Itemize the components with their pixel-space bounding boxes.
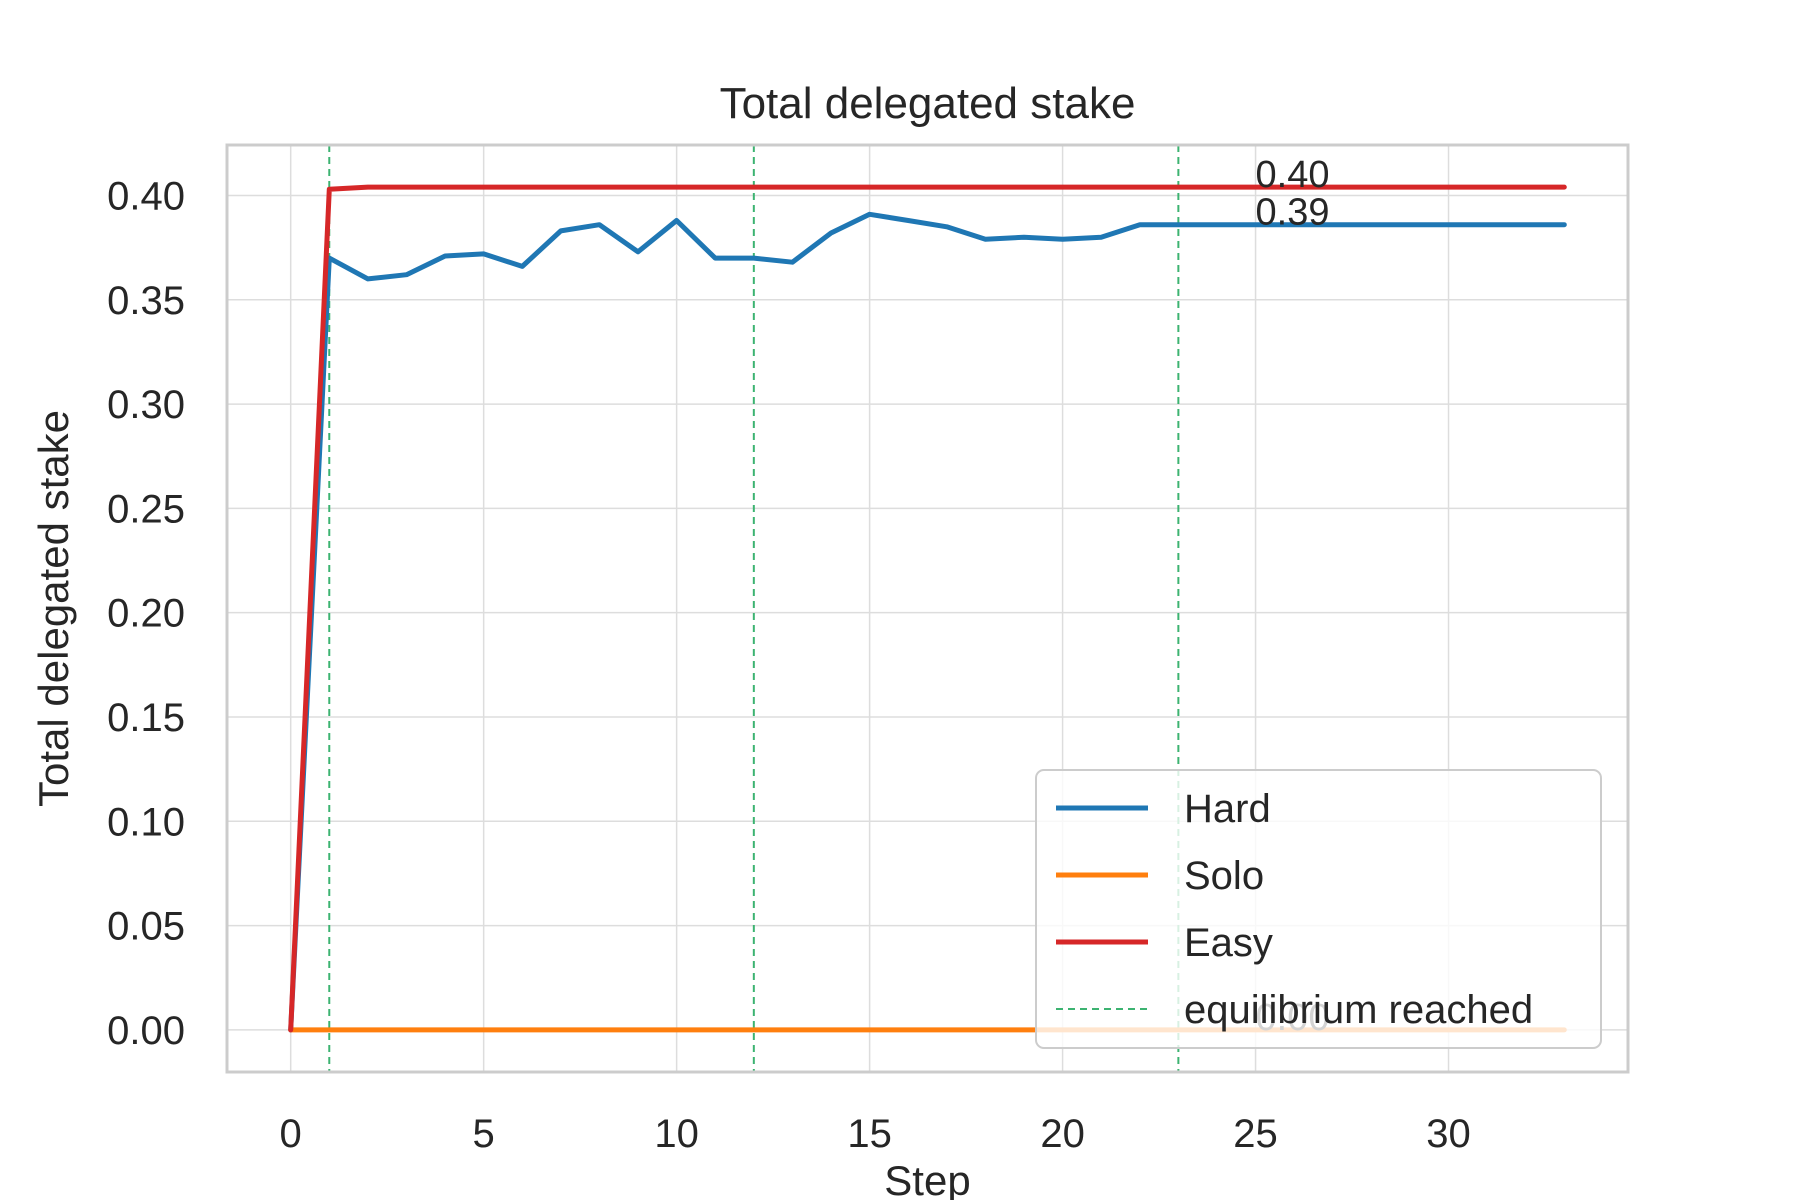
legend-label: Easy bbox=[1184, 921, 1273, 965]
y-tick-label: 0.20 bbox=[107, 592, 185, 636]
value-annotation: 0.40 bbox=[1256, 154, 1330, 196]
x-tick-label: 0 bbox=[280, 1112, 302, 1156]
plot-frame bbox=[225, 143, 1630, 1074]
legend-label: equilibrium reached bbox=[1184, 988, 1533, 1032]
tick-labels: 0 5 10 15 20 25 30 0.00 0.05 0.10 0.15 0.20 0.25 0.30… bbox=[107, 174, 1471, 1156]
series-line-hard bbox=[288, 211, 1567, 1033]
x-tick-label: 15 bbox=[847, 1112, 892, 1156]
x-tick-label: 20 bbox=[1040, 1112, 1085, 1156]
y-tick-label: 0.10 bbox=[107, 800, 185, 844]
grid bbox=[227, 145, 1628, 1072]
y-tick-label: 0.35 bbox=[107, 279, 185, 323]
x-tick-label: 5 bbox=[473, 1112, 495, 1156]
chart-title: Total delegated stake bbox=[720, 79, 1136, 128]
y-tick-label: 0.40 bbox=[107, 174, 185, 218]
x-tick-label: 10 bbox=[654, 1112, 699, 1156]
legend-label: Solo bbox=[1184, 854, 1264, 898]
legend-box bbox=[1035, 769, 1602, 1049]
y-tick-label: 0.00 bbox=[107, 1009, 185, 1053]
y-tick-label: 0.05 bbox=[107, 905, 185, 949]
y-tick-label: 0.25 bbox=[107, 487, 185, 531]
y-tick-label: 0.15 bbox=[107, 696, 185, 740]
y-tick-label: 0.30 bbox=[107, 383, 185, 427]
value-annotation: 0.39 bbox=[1256, 192, 1330, 234]
series-line-easy bbox=[288, 184, 1567, 1033]
y-axis-label: Total delegated stake bbox=[30, 410, 77, 807]
x-axis-label: Step bbox=[884, 1157, 970, 1200]
legend: Hard Solo Easy equilibrium reached bbox=[1035, 769, 1602, 1049]
legend-label: Hard bbox=[1184, 787, 1271, 831]
x-tick-label: 25 bbox=[1233, 1112, 1278, 1156]
x-tick-label: 30 bbox=[1426, 1112, 1471, 1156]
